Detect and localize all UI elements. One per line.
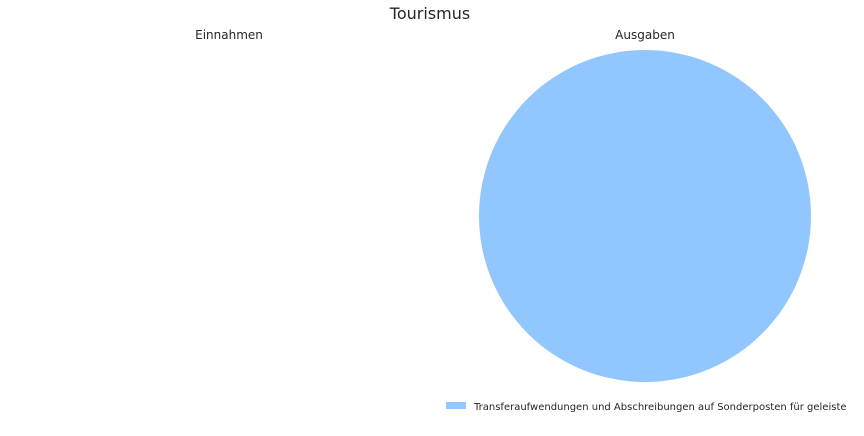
- legend-swatch: [446, 402, 466, 409]
- pie-title-einnahmen: Einnahmen: [195, 28, 263, 42]
- legend: Transferaufwendungen und Abschreibungen …: [446, 402, 847, 413]
- chart-title: Tourismus: [389, 4, 470, 23]
- pie-ausgaben: [479, 50, 811, 382]
- legend-label: Transferaufwendungen und Abschreibungen …: [473, 402, 847, 413]
- pie-slice: [479, 50, 811, 382]
- pie-title-ausgaben: Ausgaben: [615, 28, 675, 42]
